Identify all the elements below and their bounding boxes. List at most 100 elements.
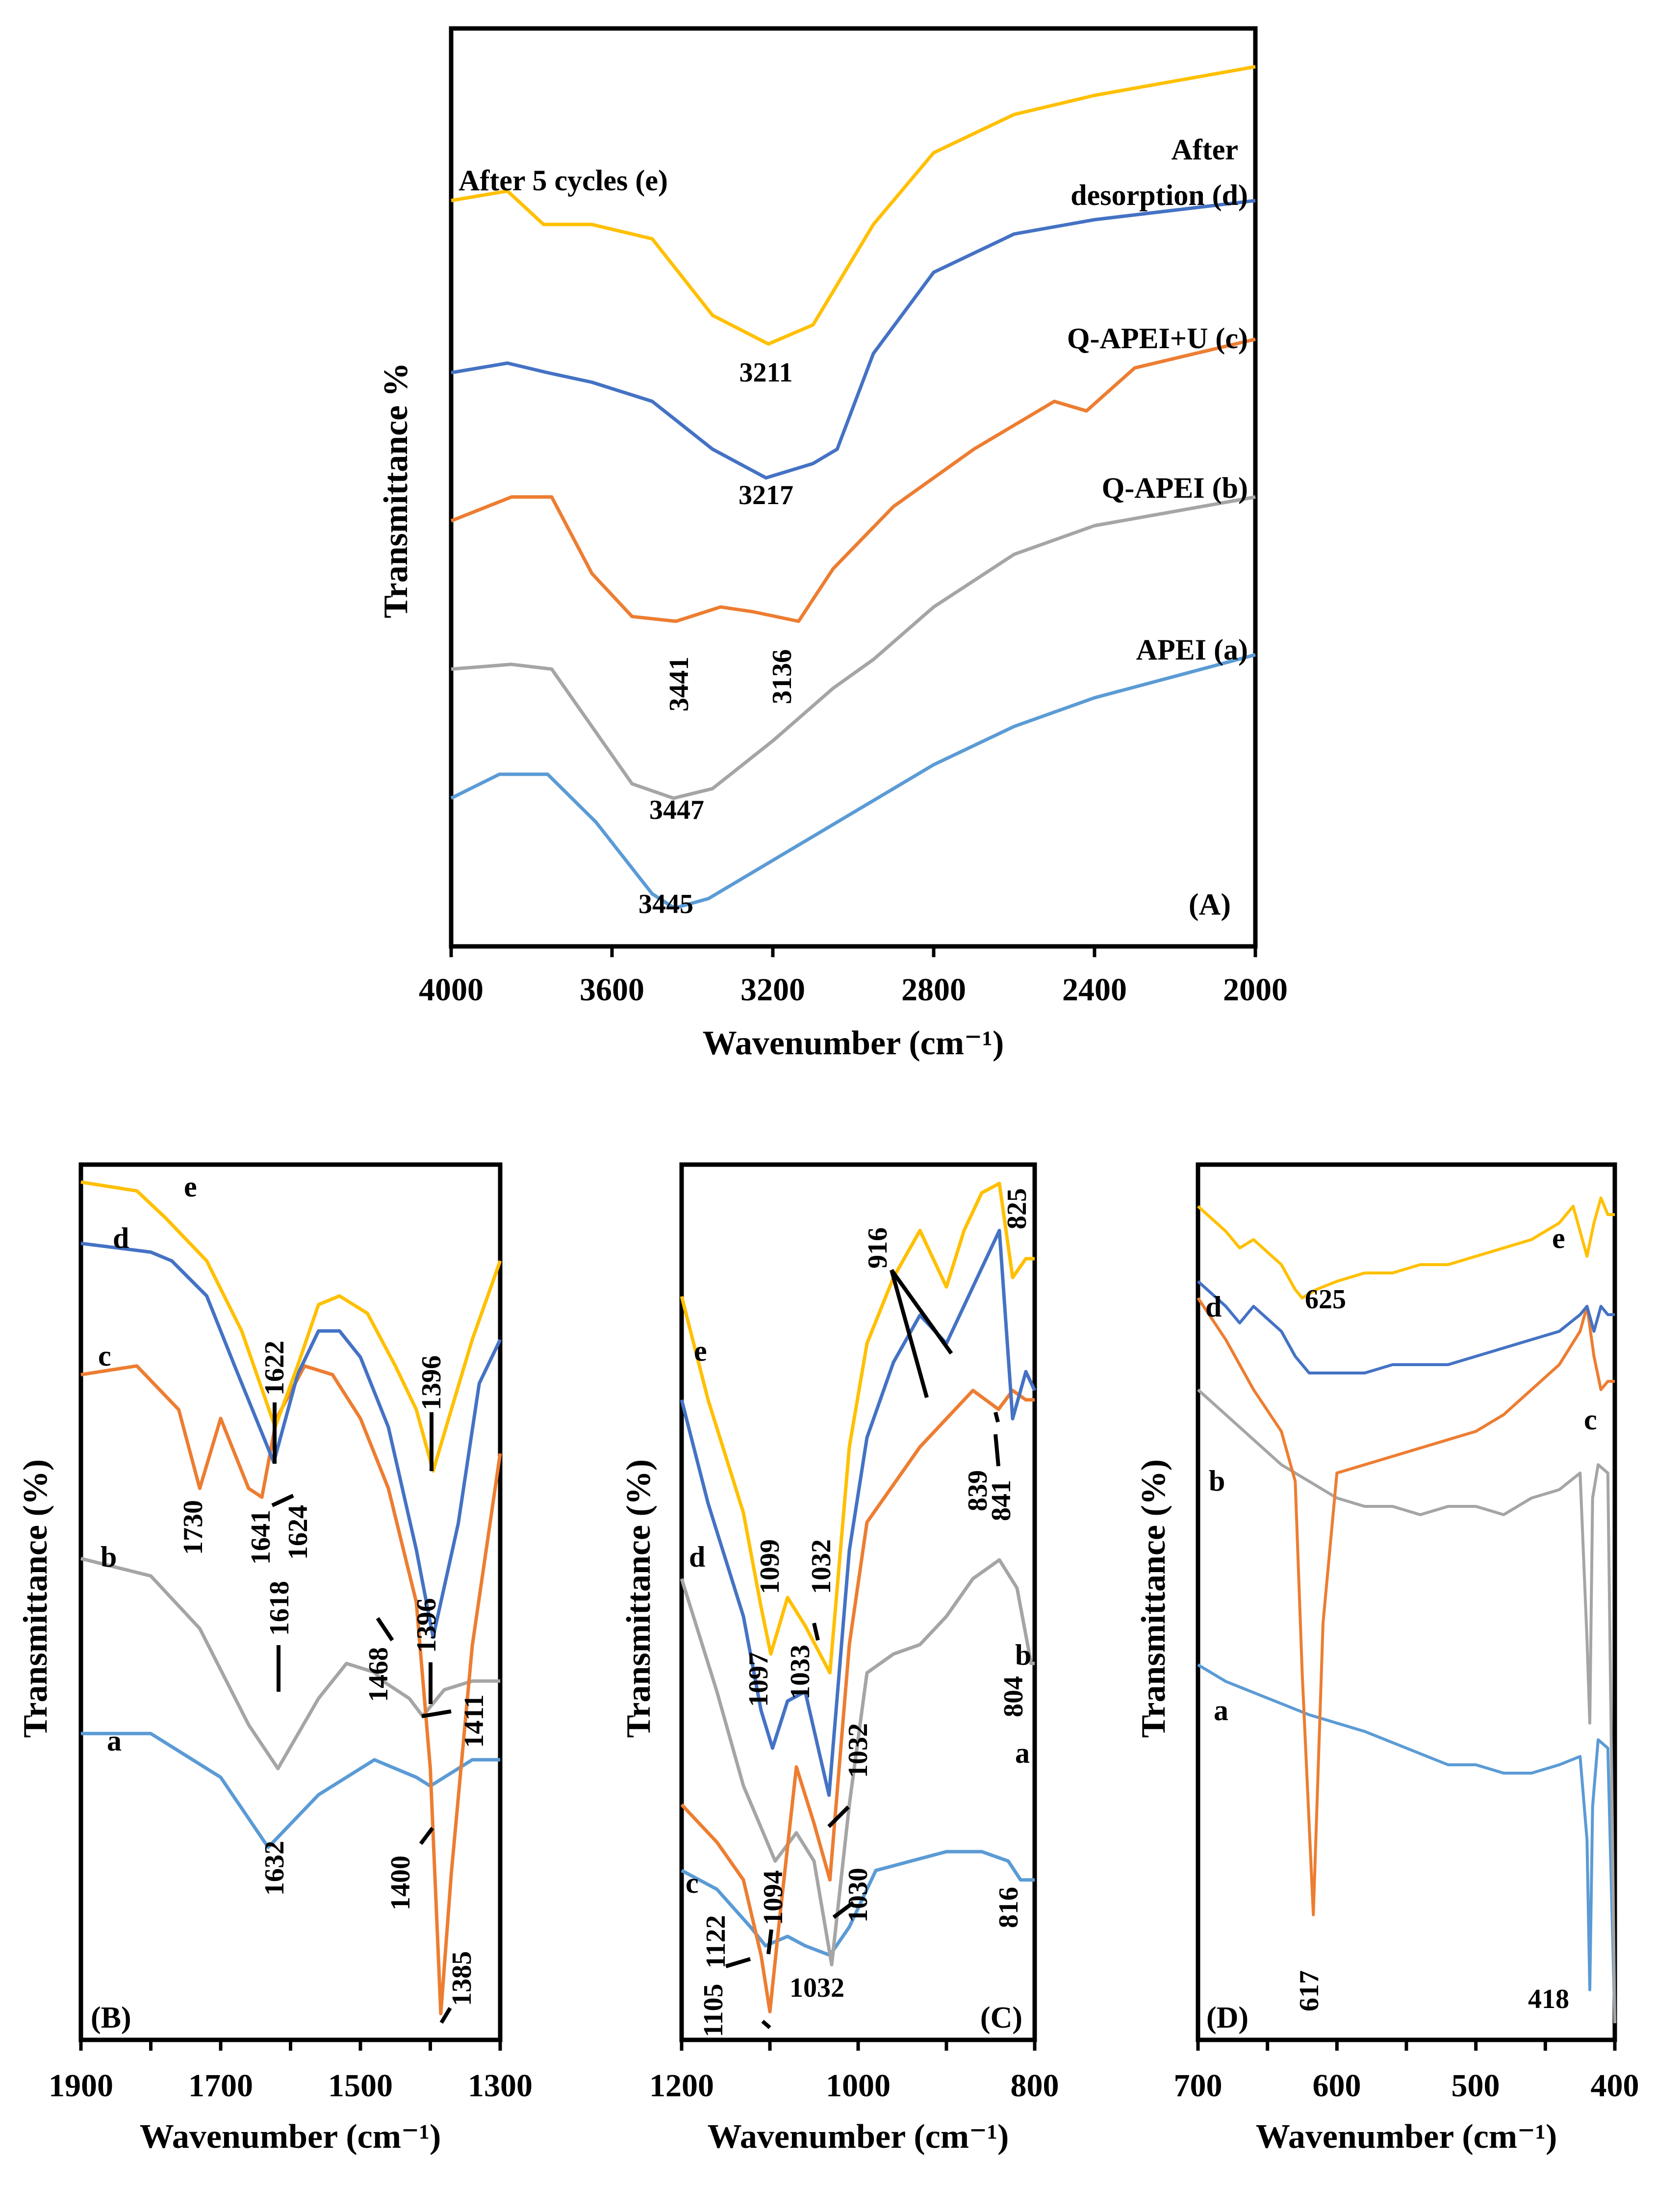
c-label-d: d [689, 1541, 705, 1573]
a-peak-label: 3441 [664, 657, 694, 712]
spectrum-line-c [450, 337, 1256, 623]
a-label-c: Q-APEI+U (c) [1067, 322, 1248, 355]
spectrum-line-b [451, 495, 1256, 800]
a-label-e: After 5 cycles (e) [459, 164, 668, 197]
spectrum-line-c [680, 1389, 1035, 2013]
c-panel-label: (C) [980, 2001, 1022, 2034]
d-panel-label: (D) [1206, 2001, 1248, 2034]
spectrum-line-e [680, 1181, 1035, 1675]
spectrum-line-e [1197, 1196, 1615, 1299]
b-peak-label: 1396 [416, 1355, 447, 1410]
a-ylabel: Transmittance % [377, 362, 415, 618]
c-peak-label: 1097 [743, 1652, 774, 1707]
c-peak-label: 1122 [701, 1915, 731, 1969]
d-xtick: 400 [1591, 2068, 1639, 2104]
spectrum-line-b [680, 1558, 1035, 1966]
panel-a-curves [450, 65, 1256, 910]
b-peak-label: 1396 [411, 1598, 442, 1653]
b-label-a: a [107, 1725, 122, 1757]
d-peak-label: 617 [1294, 1970, 1325, 2011]
spectrum-line-c [80, 1364, 502, 2015]
b-leader-lines [271, 1402, 452, 2024]
a-peak-label: 3211 [739, 357, 793, 388]
spectrum-line-a [1197, 1663, 1616, 2024]
b-xtick: 1900 [49, 2068, 113, 2104]
a-label-b: Q-APEI (b) [1102, 472, 1248, 504]
a-xlabel: Wavenumber (cm⁻¹) [703, 1024, 1004, 1062]
c-peak-label: 1094 [758, 1870, 789, 1925]
c-peak-label: 916 [863, 1227, 893, 1269]
a-peak-label: 3217 [739, 480, 793, 510]
b-peak-label: 1622 [259, 1341, 290, 1396]
b-peak-label: 1632 [259, 1841, 290, 1896]
d-xtick: 700 [1174, 2068, 1223, 2104]
spectrum-line-e [80, 1180, 502, 1473]
c-peak-label: 1033 [785, 1645, 815, 1700]
c-peak-label: 1099 [755, 1539, 785, 1594]
a-peak-label: 3447 [649, 795, 704, 825]
panel-a-ticks [449, 946, 1257, 957]
c-leader-lines [725, 1269, 1000, 2030]
a-xtick: 2800 [901, 972, 966, 1008]
panel-c: 1200 1000 800 Wavenumber (cm⁻¹) Transmit… [620, 1162, 1059, 2156]
a-xtick: 2000 [1223, 972, 1288, 1008]
b-peak-label: 1641 [246, 1510, 276, 1565]
c-xtick: 1200 [649, 2068, 714, 2104]
b-peak-label: 1468 [363, 1647, 394, 1702]
b-peak-label: 1618 [264, 1581, 295, 1636]
a-peak-label: 3136 [767, 649, 797, 704]
d-label-c: c [1584, 1403, 1597, 1436]
d-label-e: e [1552, 1222, 1565, 1254]
b-label-b: b [101, 1541, 117, 1573]
b-xlabel: Wavenumber (cm⁻¹) [140, 2118, 441, 2156]
d-label-d: d [1205, 1291, 1222, 1323]
c-peak-label: 839 [963, 1470, 993, 1511]
b-peak-label: 1385 [447, 1951, 477, 2006]
a-peak-label: 3445 [638, 889, 693, 919]
a-label-d1: After [1171, 133, 1238, 166]
spectrum-line-c [1197, 1297, 1615, 1916]
panel-a: 4000 3600 3200 2800 2400 2000 Wavenumber… [377, 26, 1288, 1062]
c-label-c: c [686, 1867, 699, 1899]
d-peak-label: 625 [1305, 1284, 1346, 1315]
a-xtick: 3200 [740, 972, 805, 1008]
panel-d: 700 600 500 400 Wavenumber (cm⁻¹) Transm… [1135, 1162, 1639, 2156]
b-label-d: d [113, 1222, 129, 1254]
a-label-d2: desorption (d) [1070, 179, 1248, 211]
c-peak-label: 816 [994, 1887, 1024, 1928]
a-xtick: 3600 [580, 972, 644, 1008]
spectrum-line-b [1197, 1388, 1616, 2024]
b-peak-label: 1730 [178, 1500, 208, 1555]
panel-b-curves [80, 1180, 502, 2015]
c-peak-label: 1032 [806, 1539, 837, 1594]
c-ylabel: Transmittance (%) [620, 1459, 658, 1738]
a-label-a: APEI (a) [1136, 634, 1248, 666]
panel-d-curves [1197, 1196, 1616, 2024]
c-label-b: b [1015, 1639, 1031, 1671]
d-xlabel: Wavenumber (cm⁻¹) [1256, 2118, 1557, 2156]
panel-c-ticks [680, 2040, 1037, 2051]
spectrum-line-e [451, 65, 1256, 346]
b-xtick: 1700 [188, 2068, 253, 2104]
d-label-a: a [1214, 1694, 1228, 1727]
spectrum-line-d [80, 1242, 502, 1639]
b-panel-label: (B) [91, 2001, 131, 2034]
c-xtick: 800 [1011, 2068, 1059, 2104]
c-peak-label: 1032 [843, 1723, 873, 1778]
c-peak-label: 804 [998, 1676, 1029, 1717]
spectrum-line-b [80, 1556, 500, 1771]
a-panel-label: (A) [1189, 888, 1231, 921]
b-peak-label: 1400 [385, 1856, 416, 1910]
b-peak-label: 1624 [283, 1505, 313, 1560]
b-label-c: c [98, 1340, 111, 1372]
c-label-a: a [1015, 1737, 1030, 1769]
a-xtick: 2400 [1062, 972, 1127, 1008]
c-xtick: 1000 [826, 2068, 891, 2104]
d-label-b: b [1209, 1465, 1225, 1497]
c-peak-label: 841 [986, 1480, 1017, 1521]
b-peak-label: 1411 [459, 1695, 489, 1748]
b-xtick: 1500 [328, 2068, 393, 2104]
panel-c-curves [680, 1181, 1037, 2013]
c-peak-label: 1030 [843, 1868, 873, 1923]
